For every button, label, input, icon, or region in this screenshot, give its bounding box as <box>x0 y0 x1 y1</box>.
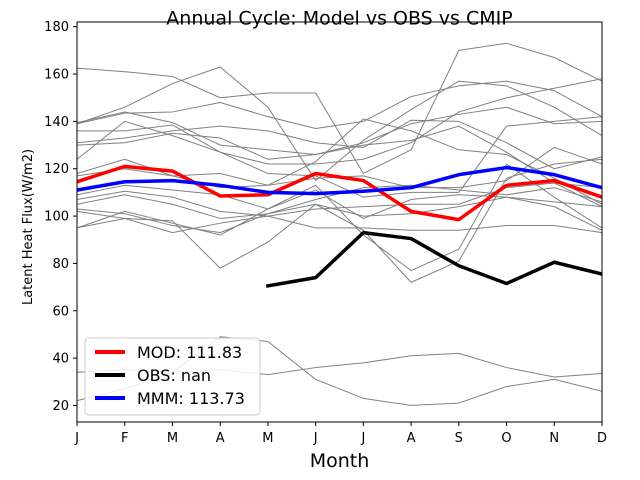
axes-frame <box>76 21 603 423</box>
cmip-line-15 <box>77 210 602 234</box>
y-axis-ticks: 20 40 60 80 100 120 140 160 180 <box>44 20 77 414</box>
cmip-line-2 <box>77 66 602 182</box>
x-tick-label-2: F <box>121 431 128 446</box>
y-tick-label-40: 40 <box>52 352 69 367</box>
y-tick-label-160: 160 <box>44 68 69 83</box>
cmip-line-6 <box>77 78 602 165</box>
legend-label-obs: OBS: nan <box>137 366 211 385</box>
cmip-line-7 <box>77 125 602 208</box>
x-tick-label-10: O <box>501 431 511 446</box>
chart-title: Annual Cycle: Model vs OBS vs CMIP <box>166 8 512 30</box>
y-axis-title: Latent Heat Flux(W/m2) <box>21 149 36 305</box>
x-tick-label-9: S <box>455 431 463 446</box>
y-tick-label-180: 180 <box>44 20 69 35</box>
y-tick-label-20: 20 <box>52 399 69 414</box>
x-tick-label-8: A <box>407 431 416 446</box>
mod-line <box>77 164 602 222</box>
x-tick-label-1: J <box>74 431 79 446</box>
x-tick-label-7: J <box>360 431 365 446</box>
x-tick-label-12: D <box>597 431 607 446</box>
x-tick-label-6: J <box>313 431 318 446</box>
cmip-line-14 <box>77 158 602 283</box>
obs-line <box>265 230 602 288</box>
main-lines-group <box>77 164 602 288</box>
legend: MOD: 111.83 OBS: nan MMM: 113.73 <box>84 337 261 416</box>
y-tick-label-120: 120 <box>44 162 69 177</box>
y-tick-label-100: 100 <box>44 210 69 225</box>
cmip-line-5 <box>77 119 602 170</box>
legend-label-mmm: MMM: 113.73 <box>137 389 245 408</box>
cmip-line-4 <box>77 106 602 156</box>
x-tick-label-11: N <box>549 431 559 446</box>
mmm-line <box>77 165 602 196</box>
x-tick-label-5: M <box>262 431 273 446</box>
x-tick-label-3: M <box>167 431 178 446</box>
legend-box <box>84 337 261 416</box>
y-tick-label-140: 140 <box>44 115 69 130</box>
cmip-line-1 <box>77 42 602 174</box>
y-tick-label-60: 60 <box>52 304 69 319</box>
y-tick-label-80: 80 <box>52 257 69 272</box>
x-axis-title: Month <box>310 450 370 472</box>
cmip-line-3 <box>77 80 602 130</box>
cmip-line-9 <box>77 116 602 198</box>
x-tick-label-4: A <box>216 431 225 446</box>
cmip-line-11 <box>77 184 602 231</box>
cmip-line-12 <box>77 182 602 217</box>
cmip-line-17 <box>77 196 602 269</box>
legend-label-mod: MOD: 111.83 <box>137 343 242 362</box>
cmip-line-8 <box>77 118 602 205</box>
